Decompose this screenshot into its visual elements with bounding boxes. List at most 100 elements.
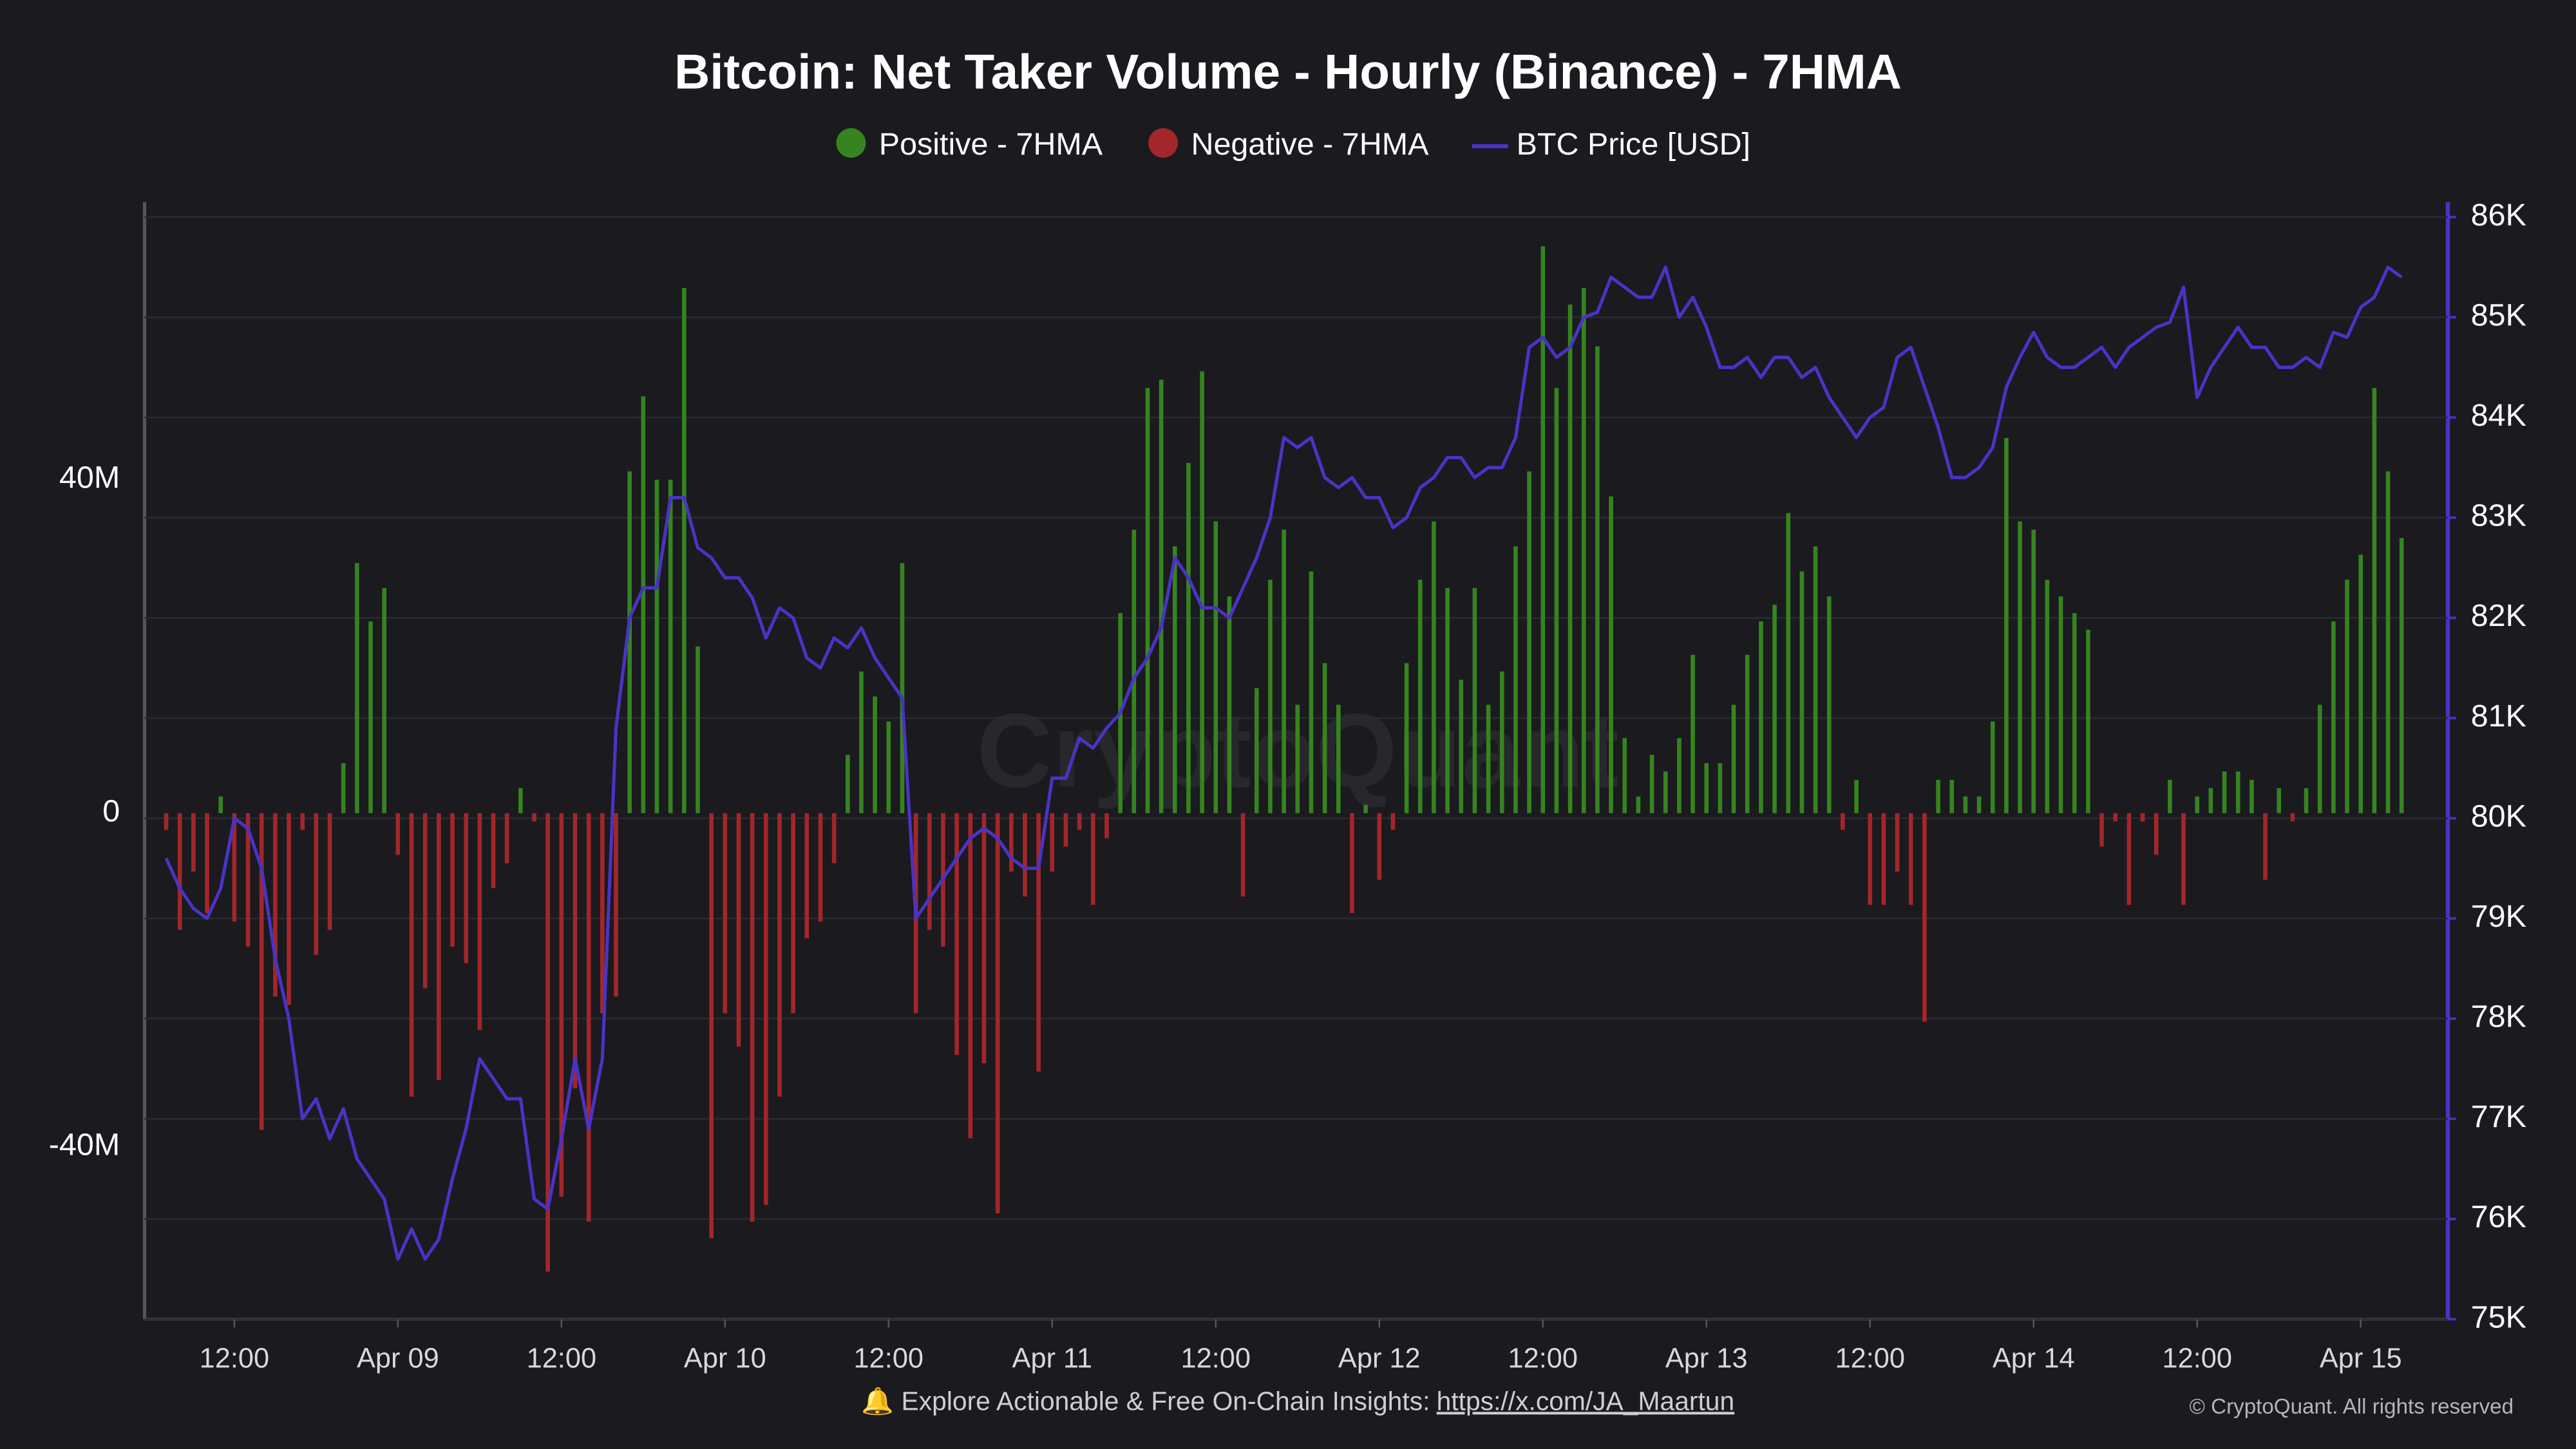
bar (1663, 771, 1668, 813)
bar (2222, 771, 2227, 813)
bar (1772, 605, 1777, 813)
bar (1868, 813, 1873, 905)
x-tick-label: 12:00 (1181, 1343, 1251, 1374)
bar (2031, 529, 2036, 813)
bar (709, 813, 714, 1238)
bar (518, 788, 523, 813)
y2-tick-label: 81K (2471, 699, 2526, 734)
bar (1976, 796, 1982, 813)
bar (1404, 663, 1409, 813)
x-tick-label: Apr 15 (2320, 1343, 2402, 1374)
bar (1240, 813, 1245, 897)
bar (1145, 388, 1150, 813)
bar (287, 813, 291, 1005)
bar (1704, 763, 1709, 813)
bar (1936, 779, 1940, 813)
x-tick-label: 12:00 (854, 1343, 924, 1374)
price-line (164, 265, 2403, 1261)
bar (2018, 521, 2022, 813)
bar (981, 813, 987, 1064)
bar (1227, 596, 1232, 813)
bar (1213, 521, 1218, 813)
bar (2385, 471, 2391, 813)
bar (1050, 813, 1055, 872)
bar (2331, 621, 2336, 813)
bar (1949, 779, 1955, 813)
bar (804, 813, 810, 938)
bar (2195, 796, 2200, 813)
bar (1390, 813, 1396, 830)
copyright: © CryptoQuant. All rights reserved (2189, 1395, 2514, 1419)
y2-tick-label: 85K (2471, 298, 2526, 332)
bar (1009, 813, 1014, 872)
plot (164, 246, 2404, 1272)
bar (491, 813, 496, 889)
legend-label[interactable]: BTC Price [USD] (1517, 127, 1750, 162)
x-tick-label: Apr 09 (357, 1343, 439, 1374)
y-tick-label: 40M (59, 460, 120, 495)
bar (1881, 813, 1886, 905)
bar (1200, 371, 1204, 813)
bar (968, 813, 973, 1139)
bar (300, 813, 305, 830)
legend-marker (1148, 128, 1179, 158)
x-tick-label: 12:00 (1835, 1343, 1905, 1374)
bar (1077, 813, 1082, 830)
bar (900, 563, 905, 813)
legend-label[interactable]: Negative - 7HMA (1191, 127, 1429, 162)
bar (1159, 379, 1164, 813)
bar (545, 813, 550, 1272)
bar (1922, 813, 1927, 1022)
bar (2277, 788, 2282, 813)
bar (1132, 529, 1137, 813)
bar (1104, 813, 1109, 838)
bar (2154, 813, 2159, 855)
bar (2372, 388, 2377, 813)
bar (1554, 388, 1559, 813)
footer-link[interactable]: https://x.com/JA_Maartun (1437, 1386, 1735, 1416)
bar (696, 646, 700, 813)
bar (1799, 571, 1804, 813)
bar (1254, 688, 1259, 813)
bar (382, 588, 387, 813)
bar (2317, 705, 2322, 813)
x-tick-label: 12:00 (527, 1343, 597, 1374)
bar (1322, 663, 1327, 813)
bar (995, 813, 1000, 1214)
legend-marker (836, 128, 866, 158)
bar (736, 813, 741, 1047)
bar (232, 813, 237, 922)
y2-tick-label: 84K (2471, 398, 2526, 433)
bar (1677, 738, 1681, 813)
bar (2249, 779, 2254, 813)
bar (764, 813, 768, 1206)
bar (641, 396, 646, 813)
bar (1595, 346, 1600, 813)
bar (2072, 612, 2077, 813)
bar (1990, 721, 1995, 813)
bar (205, 813, 209, 914)
x-tick-label: Apr 12 (1338, 1343, 1421, 1374)
y-tick-label: 0 (102, 793, 120, 828)
bar (437, 813, 441, 1080)
bar (1090, 813, 1095, 905)
bar (1336, 705, 1341, 813)
legend-label[interactable]: Positive - 7HMA (879, 127, 1103, 162)
bar (1363, 804, 1368, 813)
bar (1472, 588, 1477, 813)
bar (164, 813, 169, 830)
bar (2235, 771, 2240, 813)
bar (886, 721, 891, 813)
bar (2345, 580, 2349, 813)
bar (2140, 813, 2145, 822)
bar (245, 813, 251, 947)
bar (1813, 546, 1818, 813)
bar (464, 813, 468, 963)
bar (1063, 813, 1068, 847)
bar (2113, 813, 2118, 822)
bar (1268, 580, 1273, 813)
bar (1963, 796, 1968, 813)
y2-tick-label: 75K (2471, 1300, 2526, 1334)
bar (2126, 813, 2132, 905)
